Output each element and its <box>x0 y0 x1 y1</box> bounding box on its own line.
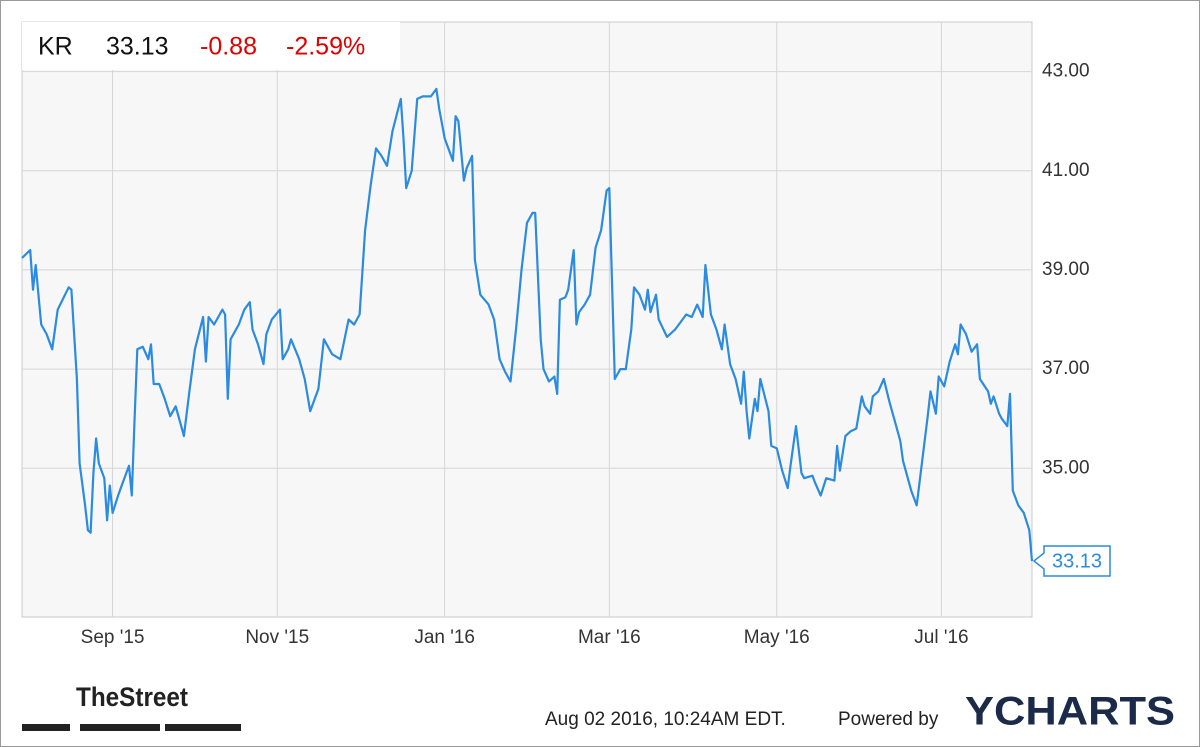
powered-by: Powered by <box>838 709 939 730</box>
provider-logo: YCHARTS <box>965 690 1175 734</box>
ticker: KR <box>38 33 73 61</box>
price-line <box>21 87 1034 562</box>
logo-bar <box>22 724 70 731</box>
y-tick-label: 35.00 <box>1042 457 1090 478</box>
x-tick-label: Jul '16 <box>914 627 968 648</box>
x-tick-label: May '16 <box>744 627 810 648</box>
y-tick-label: 39.00 <box>1042 259 1090 280</box>
x-tick-label: Sep '15 <box>81 627 145 648</box>
x-tick-label: Mar '16 <box>578 627 641 648</box>
y-tick-label: 41.00 <box>1042 160 1090 181</box>
x-tick-label: Nov '15 <box>245 627 309 648</box>
last-value-box <box>1032 545 1111 577</box>
price: 33.13 <box>106 33 169 61</box>
change: -0.88 <box>200 33 257 61</box>
header-box <box>22 22 400 70</box>
plot-area <box>21 21 1033 618</box>
timestamp: Aug 02 2016, 10:24AM EDT. <box>545 709 786 730</box>
y-tick-label: 43.00 <box>1042 61 1090 82</box>
logo-bar <box>165 724 241 731</box>
change-percent: -2.59% <box>286 33 365 61</box>
y-tick-label: 37.00 <box>1042 358 1090 379</box>
last-value-label: 33.13 <box>1052 550 1102 572</box>
logo-bar <box>80 724 160 731</box>
x-tick-label: Jan '16 <box>414 627 475 648</box>
brand-logo: TheStreet <box>76 682 188 712</box>
